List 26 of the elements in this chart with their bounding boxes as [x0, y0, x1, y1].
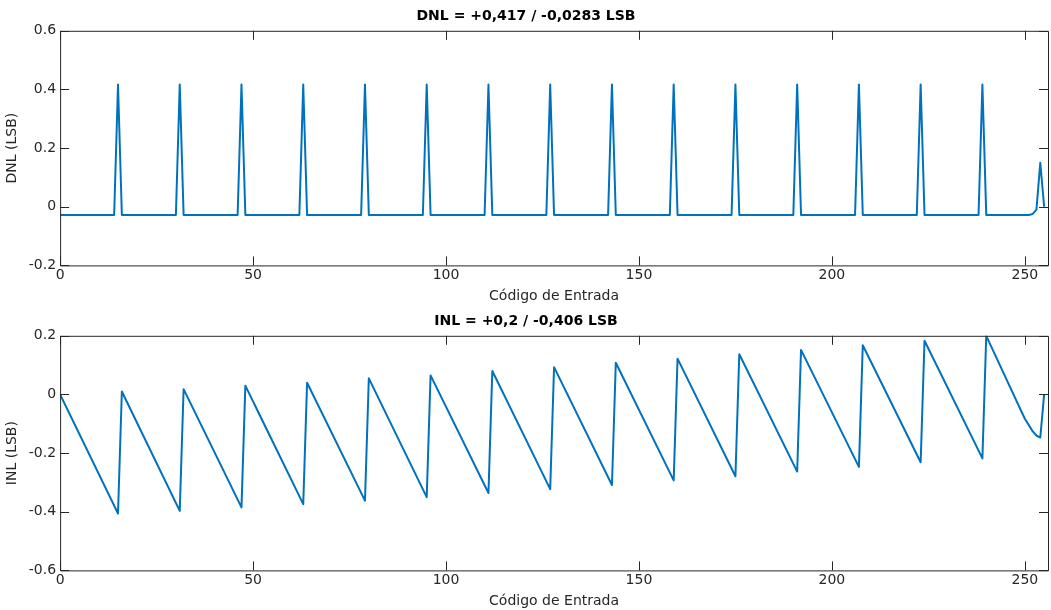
y-tick-label: 0.4 — [33, 80, 57, 97]
x-tick-label: 100 — [432, 266, 460, 283]
y-tick-label: 0 — [47, 197, 57, 214]
x-tick-label: 50 — [244, 571, 262, 588]
y-axis-title: INL (LSB) — [3, 421, 20, 486]
x-axis-title: Código de Entrada — [489, 287, 620, 304]
y-tick-label: 0.6 — [33, 21, 57, 38]
y-tick-label: 0.2 — [33, 138, 57, 155]
y-axis-title: DNL (LSB) — [3, 112, 20, 184]
x-tick-label: 150 — [625, 571, 653, 588]
x-tick-label: 150 — [625, 266, 653, 283]
x-tick-label: 100 — [432, 571, 460, 588]
chart-title: DNL = +0,417 / -0,0283 LSB — [416, 7, 636, 24]
x-axis-title: Código de Entrada — [489, 592, 620, 609]
x-tick-label: 250 — [1011, 571, 1039, 588]
chart-title: INL = +0,2 / -0,406 LSB — [434, 312, 618, 329]
x-tick-label: 200 — [818, 571, 846, 588]
x-tick-label: 50 — [244, 266, 262, 283]
y-tick-label: -0.2 — [28, 443, 57, 460]
y-tick-label: -0.4 — [28, 502, 57, 519]
y-tick-label: 0.2 — [33, 326, 57, 343]
y-tick-label: -0.2 — [28, 256, 57, 273]
x-tick-label: 200 — [818, 266, 846, 283]
x-tick-label: 250 — [1011, 266, 1039, 283]
y-tick-label: -0.6 — [28, 561, 57, 578]
y-tick-label: 0 — [47, 385, 57, 402]
